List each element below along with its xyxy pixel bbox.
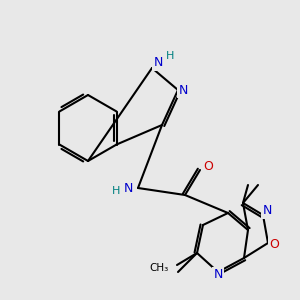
Text: O: O bbox=[269, 238, 279, 251]
Text: N: N bbox=[262, 205, 272, 218]
Text: N: N bbox=[153, 56, 163, 70]
Text: H: H bbox=[112, 186, 120, 196]
Text: N: N bbox=[123, 182, 133, 196]
Text: CH₃: CH₃ bbox=[150, 263, 169, 273]
Text: N: N bbox=[178, 83, 188, 97]
Text: H: H bbox=[166, 51, 174, 61]
Text: O: O bbox=[203, 160, 213, 173]
Text: N: N bbox=[213, 268, 223, 281]
